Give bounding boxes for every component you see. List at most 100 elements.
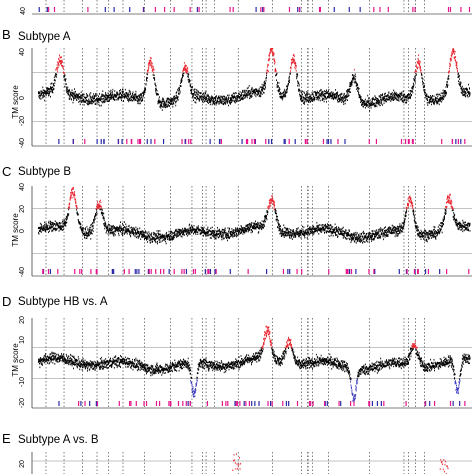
data-point xyxy=(171,98,173,100)
data-point xyxy=(53,227,55,230)
data-point xyxy=(45,91,47,94)
data-point xyxy=(321,228,323,231)
data-point xyxy=(260,226,262,229)
data-point xyxy=(93,219,95,221)
data-point xyxy=(282,95,284,98)
data-point xyxy=(369,236,371,239)
data-point xyxy=(310,95,312,98)
data-point xyxy=(118,234,120,237)
data-point xyxy=(400,94,402,97)
significance-marker xyxy=(117,139,119,144)
data-point xyxy=(304,233,306,235)
data-point xyxy=(149,233,151,235)
data-point xyxy=(245,225,247,228)
data-point xyxy=(215,98,217,100)
data-point xyxy=(258,90,260,93)
data-point xyxy=(129,227,131,229)
data-point xyxy=(333,228,335,230)
data-point xyxy=(265,86,266,88)
data-point xyxy=(368,97,370,99)
data-point xyxy=(263,221,265,223)
data-point xyxy=(76,212,78,214)
data-point xyxy=(172,236,174,239)
data-point xyxy=(44,225,46,228)
data-point xyxy=(444,92,446,95)
data-point xyxy=(216,95,217,97)
data-point xyxy=(286,228,288,231)
data-point xyxy=(137,227,139,230)
data-point xyxy=(301,100,303,103)
data-point xyxy=(44,221,46,224)
data-point xyxy=(285,95,287,98)
data-point xyxy=(118,96,120,99)
data-point xyxy=(383,96,385,99)
data-point xyxy=(92,101,94,104)
data-point xyxy=(452,50,454,53)
data-point xyxy=(117,98,119,101)
data-point xyxy=(119,227,121,230)
data-point xyxy=(109,228,111,231)
data-point xyxy=(182,68,184,71)
data-point xyxy=(399,93,401,95)
data-point xyxy=(251,225,253,228)
data-point xyxy=(157,235,158,238)
significance-marker xyxy=(379,7,381,12)
data-point xyxy=(253,226,255,229)
data-point xyxy=(402,95,404,97)
data-point xyxy=(80,226,82,228)
data-point xyxy=(282,97,284,99)
data-point xyxy=(182,229,184,232)
data-point xyxy=(413,79,415,81)
data-point xyxy=(219,230,221,233)
data-point xyxy=(343,235,345,237)
data-point xyxy=(353,77,355,80)
data-point xyxy=(176,236,178,239)
data-point xyxy=(135,95,137,98)
data-point xyxy=(197,90,199,93)
data-point xyxy=(253,225,254,227)
data-point xyxy=(447,71,449,74)
data-point xyxy=(167,97,169,100)
data-point xyxy=(74,88,75,90)
data-point xyxy=(68,97,70,100)
data-point xyxy=(386,98,387,100)
data-point xyxy=(47,228,49,230)
data-point xyxy=(124,93,126,96)
data-point xyxy=(250,90,252,93)
data-point xyxy=(90,226,92,229)
data-point xyxy=(390,98,392,100)
data-point xyxy=(322,90,324,93)
significance-marker xyxy=(121,139,123,144)
data-point xyxy=(324,229,326,231)
data-point xyxy=(322,224,324,226)
data-point xyxy=(224,231,226,234)
data-point xyxy=(386,94,388,97)
data-point xyxy=(143,92,145,95)
data-point xyxy=(302,228,304,231)
data-point xyxy=(159,237,161,240)
data-point xyxy=(239,96,241,98)
data-point xyxy=(420,69,422,72)
data-point xyxy=(291,232,293,235)
data-point xyxy=(104,95,106,98)
data-point xyxy=(47,88,49,90)
data-point xyxy=(457,76,459,78)
data-point xyxy=(323,229,325,231)
data-point xyxy=(107,100,109,102)
data-point xyxy=(210,233,212,236)
data-point xyxy=(149,237,151,239)
data-point xyxy=(350,241,352,244)
data-point xyxy=(195,101,197,104)
data-point xyxy=(122,88,124,91)
significance-marker xyxy=(113,7,115,12)
data-point xyxy=(89,94,91,97)
data-point xyxy=(244,91,246,94)
data-point xyxy=(450,54,452,57)
data-point xyxy=(120,97,122,99)
data-point xyxy=(253,90,254,92)
data-point xyxy=(96,103,98,105)
data-point xyxy=(302,93,303,96)
data-point xyxy=(95,95,97,97)
data-point xyxy=(460,87,462,90)
data-point xyxy=(170,235,172,238)
